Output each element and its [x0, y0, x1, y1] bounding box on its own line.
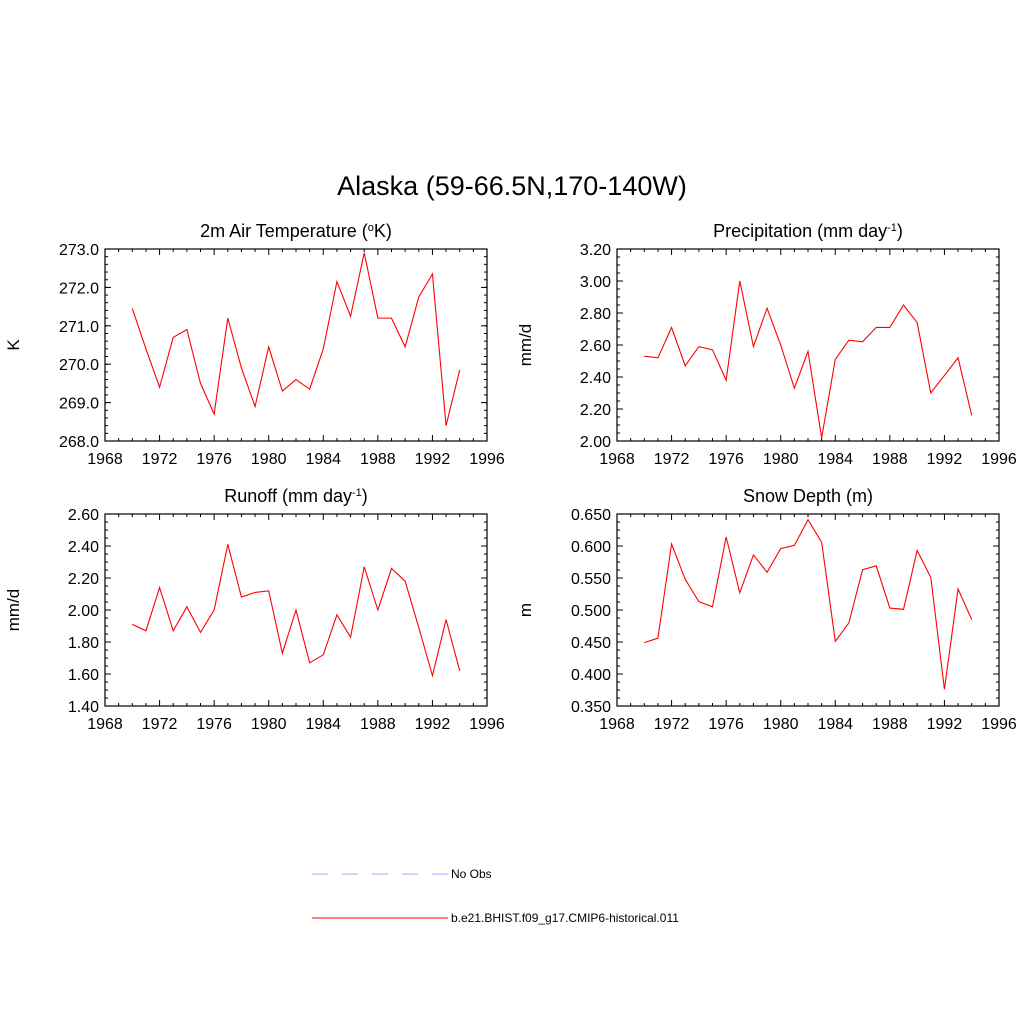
- y-tick-label: 268.0: [59, 434, 99, 451]
- panel-1: 1968 1972 1976 1980 1984 1988 1992 1996 268.0 269…: [4, 221, 505, 468]
- x-tick-label: 1972: [654, 451, 690, 468]
- y-tick-label: 2.40: [580, 370, 611, 387]
- x-tick-label: 1988: [360, 451, 396, 468]
- legend: No Obs b.e21.BHIST.f09_g17.CMIP6-historic…: [312, 867, 679, 925]
- x-tick-label: 1988: [872, 716, 908, 733]
- x-tick-label: 1984: [305, 716, 341, 733]
- x-tick-label: 1988: [360, 716, 396, 733]
- x-tick-label: 1984: [817, 716, 853, 733]
- x-tick-label: 1968: [599, 716, 635, 733]
- y-tick-label: 1.80: [68, 635, 99, 652]
- y-tick-label: 0.650: [571, 507, 611, 524]
- legend-entry-2: b.e21.BHIST.f09_g17.CMIP6-historical.011: [312, 911, 679, 925]
- x-tick-label: 1972: [142, 716, 178, 733]
- plot-frame: [616, 248, 1000, 442]
- series-line: [644, 518, 973, 690]
- x-tick-label: 1980: [763, 716, 799, 733]
- y-tick-label: 2.20: [68, 571, 99, 588]
- main-title: Alaska (59-66.5N,170-140W): [337, 171, 687, 201]
- y-tick-label: 1.60: [68, 667, 99, 684]
- y-tick-label: 270.0: [59, 357, 99, 374]
- panel-title: Snow Depth (m): [743, 486, 873, 506]
- series-line: [131, 252, 461, 426]
- y-tick-label: 2.60: [68, 507, 99, 524]
- y-tick-label: 3.00: [580, 274, 611, 291]
- x-tick-label: 1980: [251, 451, 287, 468]
- panel-title-suffix: ): [897, 221, 903, 241]
- y-tick-label: 2.40: [68, 539, 99, 556]
- y-tick-label: 0.600: [571, 539, 611, 556]
- y-tick-label: 2.20: [580, 402, 611, 419]
- x-tick-label: 1996: [981, 451, 1017, 468]
- y-tick-label: 1.40: [68, 699, 99, 716]
- x-tick-label: 1996: [469, 716, 505, 733]
- panel-title: 2m Air Temperature (oK): [200, 221, 392, 241]
- y-axis-label: m: [516, 603, 535, 617]
- panel-title-main: Precipitation (mm day: [713, 221, 887, 241]
- x-tick-label: 1976: [196, 716, 232, 733]
- panel-title-main: Runoff (mm day: [224, 486, 352, 506]
- y-tick-label: 0.450: [571, 635, 611, 652]
- x-tick-label: 1984: [817, 451, 853, 468]
- panel-title-superscript: -1: [887, 222, 897, 234]
- x-tick-label: 1996: [981, 716, 1017, 733]
- y-axis-label: mm/d: [4, 589, 23, 632]
- x-tick-label: 1976: [196, 451, 232, 468]
- panels: 1968 1972 1976 1980 1984 1988 1992 1996 268.0 269…: [4, 221, 1017, 733]
- y-tick-label: 2.00: [580, 434, 611, 451]
- panel-title-superscript: -1: [352, 487, 362, 499]
- panel-4: 1968 1972 1976 1980 1984 1988 1992 1996 0.350 0.4…: [516, 486, 1017, 733]
- x-tick-label: 1976: [708, 451, 744, 468]
- series-line: [132, 544, 461, 678]
- y-tick-label: 0.500: [571, 603, 611, 620]
- legend-entry-1: No Obs: [312, 867, 492, 881]
- y-tick-label: 271.0: [59, 319, 99, 336]
- x-tick-label: 1992: [927, 716, 963, 733]
- x-tick-label: 1992: [415, 716, 451, 733]
- x-tick-label: 1992: [927, 451, 963, 468]
- panel-2: 1968 1972 1976 1980 1984 1988 1992 1996 2.00 2.20…: [516, 221, 1017, 468]
- x-tick-label: 1980: [251, 716, 287, 733]
- x-tick-label: 1988: [872, 451, 908, 468]
- legend-label: No Obs: [451, 867, 492, 881]
- y-tick-label: 272.0: [59, 280, 99, 297]
- x-tick-label: 1968: [599, 451, 635, 468]
- panel-title: Runoff (mm day-1): [224, 486, 368, 506]
- panel-title-suffix: ): [362, 486, 368, 506]
- x-tick-label: 1968: [87, 451, 123, 468]
- x-tick-label: 1972: [142, 451, 178, 468]
- series-line: [644, 280, 973, 438]
- panel-title-superscript: o: [368, 222, 374, 234]
- x-tick-label: 1972: [654, 716, 690, 733]
- panel-title: Precipitation (mm day-1): [713, 221, 903, 241]
- y-axis-label: K: [4, 339, 23, 351]
- y-tick-label: 273.0: [59, 242, 99, 259]
- y-tick-label: 0.350: [571, 699, 611, 716]
- y-tick-label: 269.0: [59, 396, 99, 413]
- plot-frame: [616, 513, 1000, 707]
- x-tick-label: 1996: [469, 451, 505, 468]
- panel-3: 1968 1972 1976 1980 1984 1988 1992 1996 1.40 1.60…: [4, 486, 505, 733]
- legend-label: b.e21.BHIST.f09_g17.CMIP6-historical.011: [451, 911, 679, 925]
- x-tick-label: 1984: [305, 451, 341, 468]
- y-tick-label: 2.80: [580, 306, 611, 323]
- y-tick-label: 3.20: [580, 242, 611, 259]
- y-axis-label: mm/d: [516, 324, 535, 367]
- y-tick-label: 2.60: [580, 338, 611, 355]
- x-tick-label: 1980: [763, 451, 799, 468]
- x-tick-label: 1976: [708, 716, 744, 733]
- y-tick-label: 0.400: [571, 667, 611, 684]
- panel-title-main: 2m Air Temperature (: [200, 221, 368, 241]
- y-tick-label: 2.00: [68, 603, 99, 620]
- panel-title-main: Snow Depth (m): [743, 486, 873, 506]
- x-tick-label: 1992: [415, 451, 451, 468]
- x-tick-label: 1968: [87, 716, 123, 733]
- y-tick-label: 0.550: [571, 571, 611, 588]
- panel-title-suffix: K): [374, 221, 392, 241]
